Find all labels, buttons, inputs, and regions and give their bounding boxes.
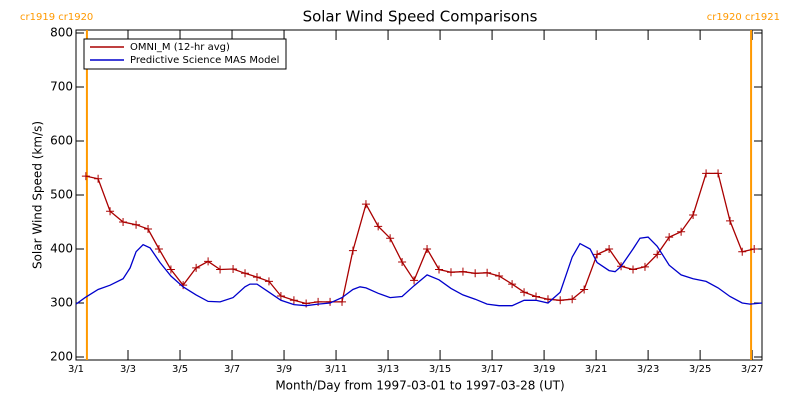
- data-point: [229, 264, 238, 273]
- x-tick-label: 3/25: [689, 364, 711, 375]
- data-point: [543, 295, 552, 304]
- data-point: [483, 268, 492, 277]
- data-point: [241, 269, 250, 278]
- data-point: [435, 265, 444, 274]
- legend-label: Predictive Science MAS Model: [130, 55, 279, 66]
- y-axis-label: Solar Wind Speed (km/s): [31, 121, 45, 269]
- data-point: [714, 169, 723, 178]
- data-point: [629, 265, 638, 274]
- x-tick-label: 3/7: [224, 364, 240, 375]
- carrington-label: cr1920 cr1921: [707, 12, 780, 23]
- data-point: [361, 200, 370, 209]
- x-tick-label: 3/17: [481, 364, 503, 375]
- data-point: [410, 276, 419, 285]
- data-point: [665, 233, 674, 242]
- data-point: [81, 172, 90, 181]
- data-point: [154, 245, 163, 253]
- y-tick-label: 600: [50, 134, 73, 148]
- x-tick-label: 3/23: [637, 364, 659, 375]
- y-tick-label: 300: [50, 296, 73, 310]
- legend-box: [83, 38, 287, 70]
- data-point: [132, 220, 141, 229]
- x-tick-label: 3/3: [120, 364, 136, 375]
- data-point: [677, 227, 686, 236]
- data-point: [605, 245, 614, 253]
- data-point: [471, 269, 480, 278]
- data-point: [458, 267, 467, 276]
- data-point: [106, 207, 115, 216]
- data-point: [640, 262, 649, 271]
- data-point: [689, 210, 698, 219]
- x-tick-label: 3/5: [172, 364, 188, 375]
- data-point: [593, 250, 602, 259]
- x-tick-label: 3/21: [585, 364, 607, 375]
- x-axis-label: Month/Day from 1997-03-01 to 1997-03-28 …: [275, 379, 564, 393]
- data-point: [702, 169, 711, 178]
- y-tick-label: 700: [50, 80, 73, 94]
- data-point: [568, 295, 577, 304]
- data-point: [374, 222, 383, 231]
- data-point: [94, 174, 103, 183]
- y-tick-label: 500: [50, 188, 73, 202]
- x-tick-label: 3/15: [429, 364, 451, 375]
- data-point: [520, 288, 529, 297]
- data-point: [653, 250, 662, 259]
- data-point: [495, 272, 504, 280]
- data-point: [348, 246, 357, 255]
- data-point: [119, 218, 128, 226]
- data-point: [738, 247, 747, 256]
- data-point: [216, 265, 225, 274]
- legend-label: OMNI_M (12-hr avg): [130, 42, 230, 53]
- data-point: [398, 257, 407, 266]
- x-tick-label: 3/9: [276, 364, 292, 375]
- data-point: [192, 263, 201, 272]
- data-point: [726, 216, 735, 225]
- data-point: [338, 297, 347, 306]
- data-point: [386, 234, 395, 243]
- data-point: [580, 285, 589, 294]
- data-point: [750, 245, 759, 253]
- data-point: [276, 291, 285, 300]
- y-tick-label: 200: [50, 350, 73, 364]
- carrington-label: cr1919 cr1920: [20, 12, 93, 23]
- data-point: [289, 296, 298, 305]
- chart-title: Solar Wind Speed Comparisons: [303, 8, 538, 26]
- data-point: [423, 245, 432, 253]
- x-tick-label: 3/19: [533, 364, 555, 375]
- x-tick-label: 3/1: [68, 364, 84, 375]
- y-tick-label: 800: [50, 26, 73, 40]
- data-point: [508, 280, 517, 289]
- data-point: [264, 277, 273, 286]
- y-tick-label: 400: [50, 242, 73, 256]
- data-point: [144, 225, 153, 234]
- data-point: [446, 268, 455, 277]
- x-tick-label: 3/11: [325, 364, 347, 375]
- data-point: [166, 265, 175, 274]
- x-tick-label: 3/13: [377, 364, 399, 375]
- x-tick-label: 3/27: [741, 364, 763, 375]
- series-line: [75, 236, 763, 307]
- data-point: [532, 292, 541, 301]
- data-point: [204, 257, 213, 266]
- data-point: [556, 296, 565, 305]
- data-point: [252, 273, 261, 282]
